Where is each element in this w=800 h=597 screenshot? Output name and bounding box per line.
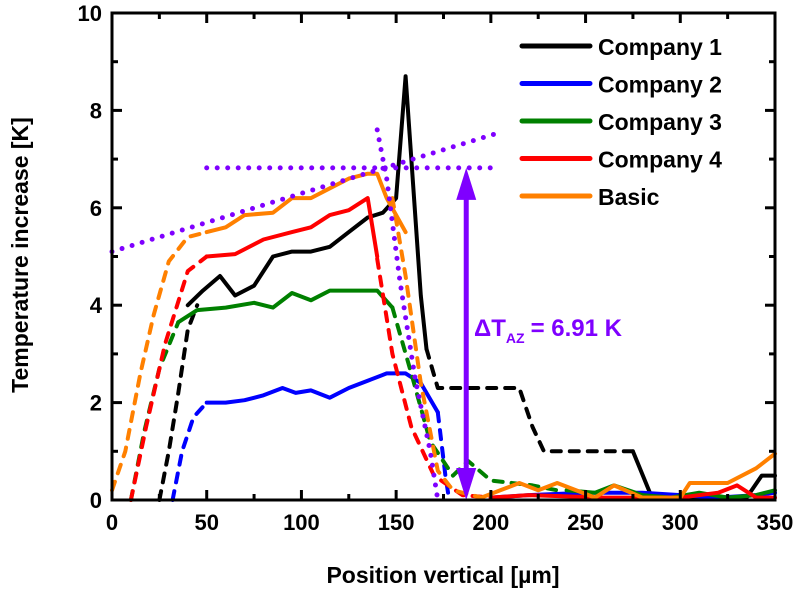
falloff-dotted-line (374, 127, 441, 503)
delta-arrow-head-up (456, 167, 477, 200)
series-company-1-solid2 (630, 449, 777, 500)
x-tick-label: 150 (378, 510, 415, 535)
series-company-4-solid2 (488, 483, 777, 500)
delta-subscript: AZ (506, 330, 525, 346)
series-company-2-solid (204, 371, 440, 415)
delta-annotation: ΔTAZ = 6.91 K (474, 315, 623, 346)
series-basic-dashed (110, 230, 209, 493)
y-tick-label: 2 (90, 391, 102, 416)
series-company-1-solid (185, 74, 429, 351)
delta-value: = 6.91 K (531, 315, 623, 342)
y-axis-label: Temperature increase [K] (7, 117, 33, 393)
series-company-1-dashed2 (424, 347, 635, 454)
delta-label: ΔT (474, 315, 506, 342)
series-basic-solid2 (479, 451, 777, 500)
legend-label: Company 2 (598, 72, 722, 98)
legend-label: Company 4 (598, 147, 722, 173)
y-tick-label: 0 (90, 488, 102, 513)
series-company-4-solid (204, 196, 380, 259)
series-company-1-dashed (157, 303, 200, 502)
x-tick-label: 50 (194, 510, 218, 535)
x-tick-label: 100 (283, 510, 320, 535)
y-tick-label: 8 (90, 98, 102, 123)
series-basic-dashed2 (390, 196, 484, 500)
legend-label: Company 3 (598, 109, 722, 135)
x-tick-label: 200 (472, 510, 509, 535)
series-basic-solid (204, 171, 408, 235)
x-axis-label: Position vertical [µm] (326, 562, 559, 588)
y-tick-label: 6 (90, 196, 102, 221)
y-tick-label: 4 (90, 293, 103, 318)
legend: Company 1 Company 2 Company 3 Company 4 Basi… (519, 34, 722, 210)
x-tick-label: 350 (757, 510, 794, 535)
series-company-2-dashed2 (435, 410, 452, 502)
delta-arrow-head-down (456, 468, 477, 500)
series-company-2-dashed (170, 400, 209, 502)
ticks-layer: 0 50 100 150 200 250 300 350 0 2 4 6 8 10 (78, 1, 794, 535)
y-tick-label: 10 (78, 1, 102, 26)
x-tick-label: 0 (106, 510, 118, 535)
series-company-4-dashed (128, 254, 209, 502)
annotation-layer (109, 127, 503, 503)
legend-label: Company 1 (598, 34, 722, 60)
x-tick-label: 300 (662, 510, 699, 535)
legend-label: Basic (598, 184, 660, 210)
series-layer (110, 74, 777, 502)
series-company-4-dashed2 (375, 256, 493, 500)
x-tick-label: 250 (567, 510, 604, 535)
series-company-3-solid (176, 288, 395, 325)
slope-line (109, 129, 503, 255)
